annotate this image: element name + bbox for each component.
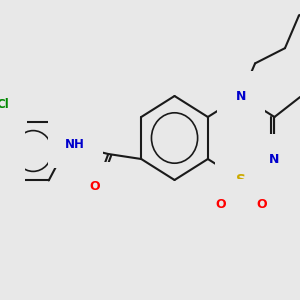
- Text: NH: NH: [65, 137, 85, 151]
- Text: O: O: [89, 181, 100, 194]
- Text: N: N: [236, 89, 246, 103]
- Text: Cl: Cl: [0, 98, 9, 111]
- Text: N: N: [269, 152, 280, 166]
- Text: O: O: [215, 198, 226, 211]
- Text: O: O: [256, 198, 267, 211]
- Text: S: S: [236, 173, 246, 187]
